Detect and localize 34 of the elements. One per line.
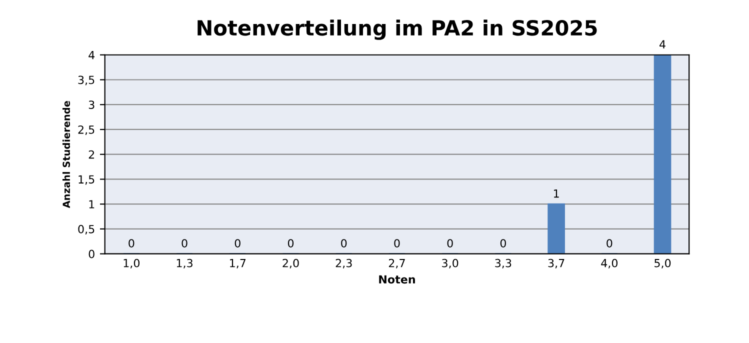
data-label: 0	[128, 239, 134, 248]
y-tick-label: 0,5	[78, 224, 94, 234]
data-label: 0	[341, 239, 347, 248]
data-label: 0	[182, 239, 188, 248]
y-tick-label: 4	[88, 51, 95, 60]
x-tick-label: 3,7	[548, 258, 564, 268]
y-tick-label: 1	[89, 200, 94, 208]
data-label: 0	[447, 239, 453, 248]
x-tick-label: 3,0	[442, 258, 458, 268]
y-tick-label: 2	[88, 150, 94, 159]
y-tick-label: 0	[88, 250, 94, 258]
data-label: 1	[554, 190, 559, 198]
data-label: 0	[394, 239, 400, 248]
x-axis-title: Noten	[379, 275, 415, 284]
data-label: 0	[500, 239, 506, 248]
x-tick-label: 2,0	[282, 258, 299, 268]
x-tick-label: 4,0	[601, 258, 618, 268]
data-label: 4	[660, 40, 666, 48]
x-tick-label: 5,0	[654, 258, 671, 268]
x-tick-label: 1,3	[176, 258, 192, 268]
chart-title: Notenverteilung im PA2 in SS2025	[198, 20, 597, 40]
y-tick-label: 2,5	[78, 125, 94, 135]
y-axis-title: Anzahl Studierende	[62, 101, 70, 208]
x-tick-label: 2,7	[388, 258, 405, 268]
y-tick-label: 3	[88, 100, 94, 109]
data-label: 0	[288, 239, 294, 248]
data-label: 0	[234, 239, 240, 248]
x-tick-label: 1,0	[124, 258, 140, 268]
x-tick-label: 2,3	[336, 258, 352, 268]
x-tick-label: 1,7	[230, 259, 246, 268]
data-label: 0	[606, 239, 612, 248]
x-tick-label: 3,3	[495, 258, 512, 268]
y-tick-label: 3,5	[78, 76, 94, 86]
y-tick-label: 1,5	[78, 175, 94, 185]
